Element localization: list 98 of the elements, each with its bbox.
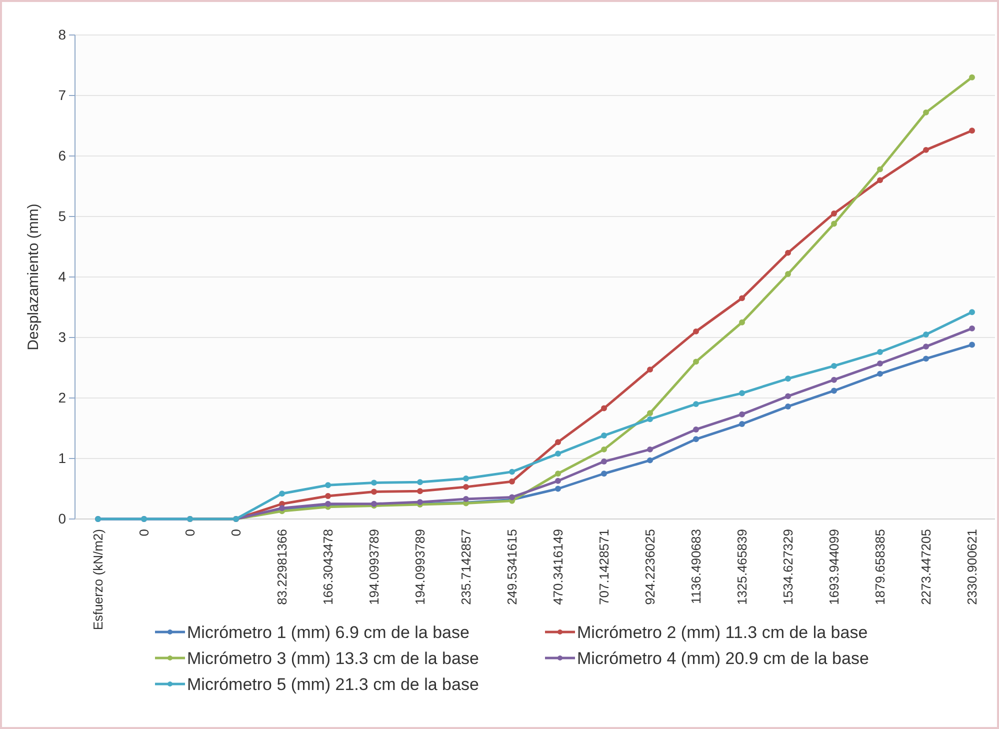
point bbox=[739, 295, 745, 302]
point bbox=[739, 421, 745, 427]
point bbox=[509, 494, 515, 500]
y-tick-label: 7 bbox=[58, 86, 66, 103]
point bbox=[601, 470, 607, 477]
point bbox=[831, 388, 837, 394]
x-tick-label: 235.7142857 bbox=[458, 529, 474, 605]
legend-label: Micrómetro 4 (mm) 20.9 cm de la base bbox=[577, 648, 869, 668]
point bbox=[831, 210, 837, 216]
point bbox=[371, 488, 377, 495]
point bbox=[509, 478, 515, 484]
x-tick-label: Esfuerzo (kN/m2) bbox=[90, 529, 106, 630]
x-tick-label: 1534.627329 bbox=[780, 529, 796, 605]
x-tick-label: 194.0993789 bbox=[412, 529, 428, 605]
y-tick-label: 3 bbox=[58, 328, 66, 345]
x-tick-label: 249.5341615 bbox=[504, 529, 520, 605]
point bbox=[739, 411, 745, 418]
point bbox=[785, 250, 791, 256]
point bbox=[923, 331, 929, 338]
point bbox=[647, 446, 653, 452]
y-axis-title: Desplazamiento (mm) bbox=[25, 204, 42, 350]
x-tick-label: 166.3043478 bbox=[320, 529, 336, 605]
x-tick-label: 1693.944099 bbox=[826, 529, 842, 605]
point bbox=[969, 342, 975, 348]
point bbox=[555, 450, 561, 457]
y-tick-label: 0 bbox=[58, 510, 66, 526]
point bbox=[601, 446, 607, 452]
legend-label: Micrómetro 2 (mm) 11.3 cm de la base bbox=[577, 622, 868, 642]
x-tick-label: 1325.465839 bbox=[734, 529, 750, 605]
x-tick-label: 470.3416149 bbox=[550, 529, 566, 605]
point bbox=[555, 470, 561, 477]
point bbox=[693, 426, 699, 432]
x-tick-label: 83.22981366 bbox=[274, 529, 290, 605]
point bbox=[831, 376, 837, 383]
y-tick-label: 1 bbox=[58, 450, 66, 466]
point bbox=[969, 128, 975, 134]
x-tick-label: 1136.490683 bbox=[688, 529, 704, 604]
point bbox=[693, 436, 699, 442]
point bbox=[417, 479, 423, 486]
point bbox=[785, 403, 791, 410]
point bbox=[739, 390, 745, 396]
point bbox=[601, 458, 607, 465]
point bbox=[555, 478, 561, 484]
point bbox=[785, 393, 791, 400]
point bbox=[601, 405, 607, 412]
point bbox=[969, 325, 975, 332]
point bbox=[739, 319, 745, 326]
x-tick-label: 2273.447205 bbox=[918, 529, 934, 605]
point bbox=[831, 362, 837, 369]
point bbox=[647, 457, 653, 464]
point bbox=[785, 376, 791, 382]
point bbox=[923, 356, 929, 362]
point bbox=[371, 480, 377, 486]
point bbox=[877, 166, 883, 172]
point bbox=[785, 270, 791, 277]
point bbox=[877, 360, 883, 366]
point bbox=[555, 486, 561, 492]
point bbox=[601, 432, 607, 438]
point bbox=[279, 490, 285, 497]
x-tick-label: 0 bbox=[182, 529, 198, 536]
y-tick-label: 8 bbox=[58, 26, 66, 42]
legend-label: Micrómetro 3 (mm) 13.3 cm de la base bbox=[187, 648, 479, 668]
y-tick-label: 5 bbox=[58, 208, 66, 224]
legend-label: Micrómetro 1 (mm) 6.9 cm de la base bbox=[187, 622, 470, 642]
y-tick-label: 6 bbox=[58, 147, 66, 164]
point bbox=[693, 358, 699, 365]
point bbox=[647, 416, 653, 422]
point bbox=[463, 484, 469, 490]
point bbox=[325, 482, 331, 488]
x-tick-label: 194.0993789 bbox=[366, 529, 382, 605]
point bbox=[969, 74, 975, 80]
x-tick-label: 707.1428571 bbox=[596, 529, 612, 605]
point bbox=[923, 344, 929, 350]
point bbox=[877, 177, 883, 184]
point bbox=[417, 488, 423, 494]
point bbox=[463, 475, 469, 482]
point bbox=[555, 439, 561, 446]
point bbox=[831, 220, 837, 227]
x-tick-label: 0 bbox=[228, 529, 244, 536]
y-tick-label: 4 bbox=[58, 268, 66, 284]
point bbox=[923, 109, 929, 116]
point bbox=[647, 366, 653, 373]
x-tick-label: 0 bbox=[136, 529, 152, 536]
x-tick-label: 2330.900621 bbox=[964, 529, 980, 605]
point bbox=[325, 493, 331, 499]
point bbox=[693, 328, 699, 334]
point bbox=[877, 370, 883, 377]
point bbox=[647, 410, 653, 416]
legend-label: Micrómetro 5 (mm) 21.3 cm de la base bbox=[187, 674, 479, 694]
point bbox=[923, 146, 929, 153]
y-tick-label: 2 bbox=[58, 389, 66, 406]
point bbox=[463, 496, 469, 502]
point bbox=[969, 309, 975, 316]
point bbox=[877, 349, 883, 355]
x-tick-label: 924.2236025 bbox=[642, 529, 658, 605]
point bbox=[693, 401, 699, 408]
point bbox=[509, 468, 515, 475]
x-tick-label: 1879.658385 bbox=[872, 529, 888, 605]
